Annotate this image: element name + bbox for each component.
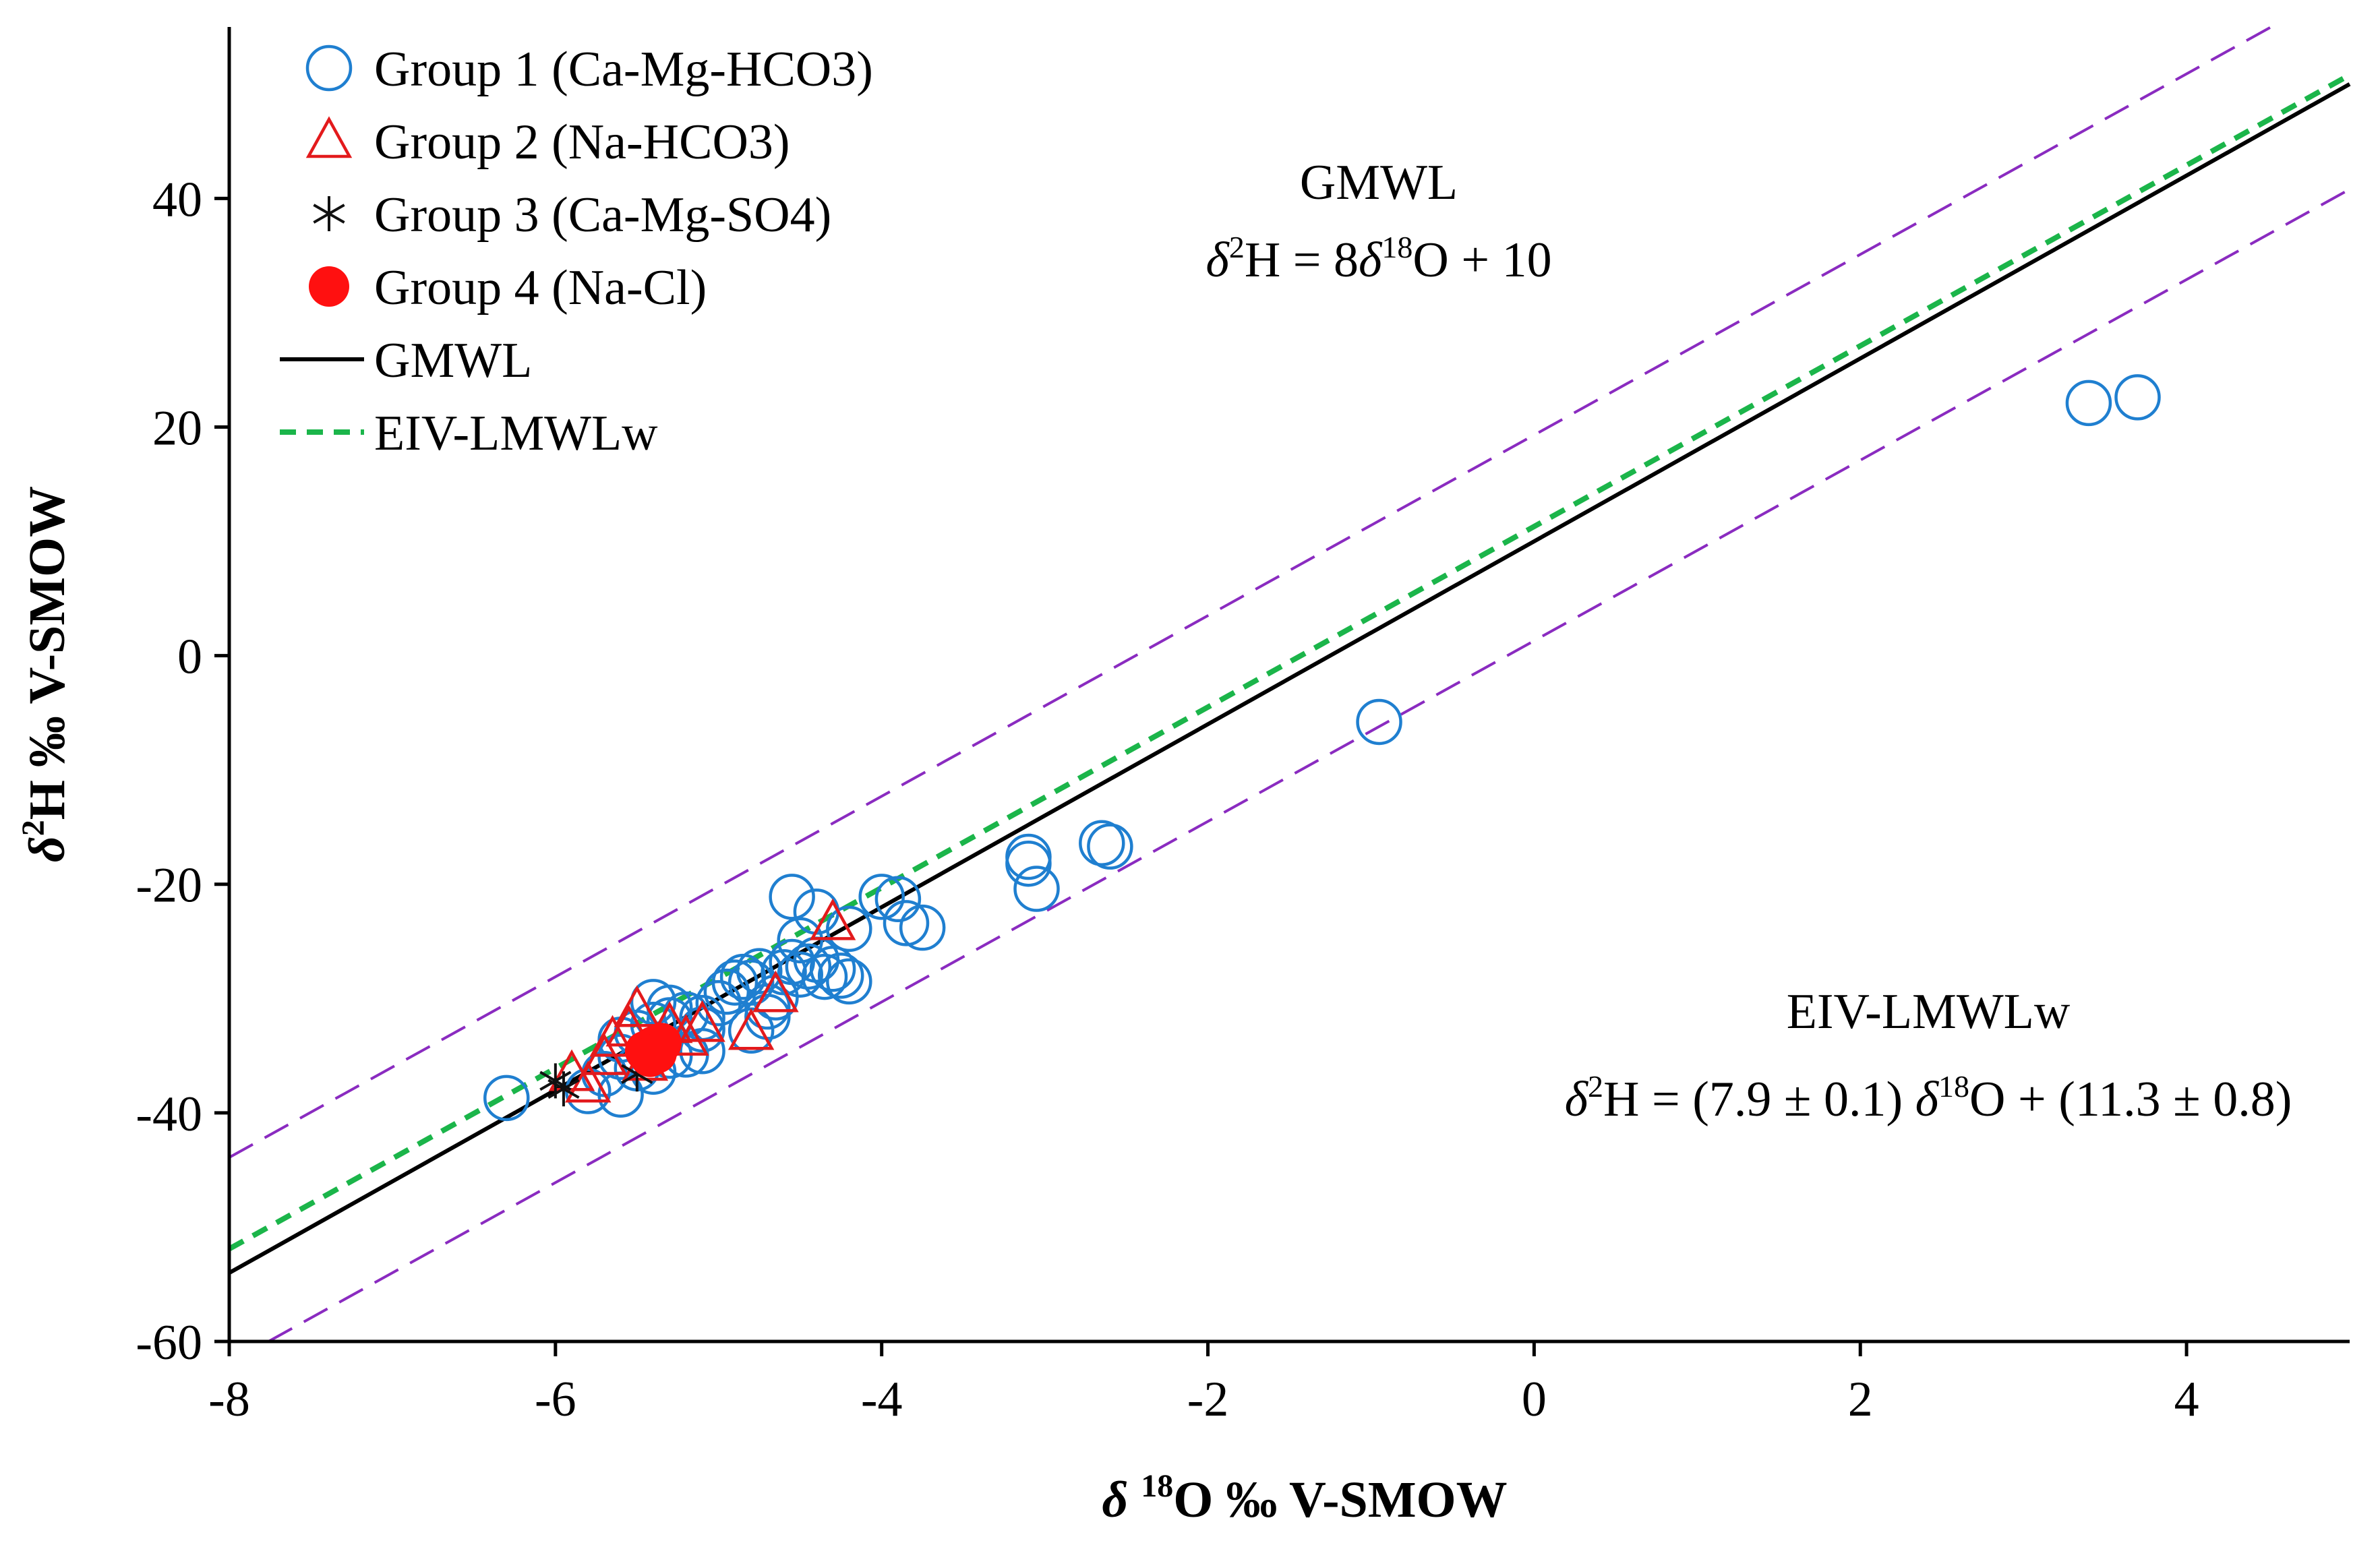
x-axis-title-sup: 18 [1141, 1468, 1173, 1504]
point-group-4-4 [636, 1033, 677, 1074]
bound-line-upper-bound [229, 26, 2272, 1159]
y-tick-label: -20 [136, 858, 202, 913]
point-group-1-47 [1005, 840, 1052, 887]
x-axis-title: δ 18O ‰ V-SMOW [1102, 1468, 1507, 1528]
y-tick-label: 20 [152, 400, 202, 456]
legend: Group 1 (Ca-Mg-HCO3) Group 2 (Na-HCO3) Gro… [280, 42, 873, 461]
y-axis-title-sup: 2 [16, 820, 51, 836]
point-group-2-9 [679, 1000, 725, 1042]
point-group-2-10 [727, 1008, 775, 1050]
legend-item-gmwl: GMWL [280, 333, 532, 388]
lmwl-eq-end: O + (11.3 ± 0.8) [1969, 1072, 2292, 1127]
point-group-1-53 [2114, 374, 2161, 421]
legend-label: Group 2 (Na-HCO3) [374, 115, 790, 170]
point-group-1-44 [883, 900, 930, 946]
point-group-1-21 [711, 959, 758, 1006]
y-tick-label: -40 [136, 1087, 202, 1142]
point-group-1-29 [761, 949, 807, 996]
x-tick-label: 4 [2174, 1372, 2199, 1427]
legend-marker [305, 44, 353, 92]
point-group-1-50 [1087, 823, 1133, 870]
point-group-2-5 [614, 985, 661, 1027]
legend-label: EIV-LMWLw [374, 406, 658, 461]
legend-marker [309, 266, 349, 307]
legend-item-eiv-lmwlw: EIV-LMWLw [280, 406, 658, 461]
point-group-2-1 [565, 1060, 612, 1103]
x-axis-title-rest: O ‰ V-SMOW [1173, 1472, 1507, 1528]
gmwl-eq-mid: H = 8 [1245, 233, 1359, 288]
lmwl-eq-mid: H = (7.9 ± 0.1) [1603, 1072, 1915, 1127]
legend-marker [313, 196, 345, 231]
point-group-1-42 [858, 874, 905, 920]
x-tick-label: -6 [535, 1372, 576, 1427]
x-axis-title-delta: δ [1102, 1472, 1141, 1528]
point-group-1-36 [817, 953, 864, 999]
lmwl-eq-sup2: 18 [1938, 1069, 1969, 1104]
point-group-1-39 [777, 917, 823, 964]
point-group-3-1 [547, 1071, 580, 1107]
point-group-1-24 [736, 948, 783, 994]
legend-label: Group 1 (Ca-Mg-HCO3) [374, 42, 873, 97]
point-group-1-45 [899, 904, 946, 951]
legend-item-group-4: Group 4 (Na-Cl) [309, 260, 707, 315]
legend-label: GMWL [374, 333, 532, 388]
point-group-1-51 [1356, 698, 1402, 746]
point-group-1-41 [826, 905, 872, 953]
gmwl-eq-delta2: δ [1359, 233, 1383, 288]
point-group-1-32 [785, 943, 832, 990]
x-tick-label: -2 [1187, 1372, 1229, 1427]
x-tick-label: 2 [1848, 1372, 1873, 1427]
point-group-2-0 [548, 1049, 595, 1091]
confidence-bound-lines [229, 26, 2350, 1343]
point-group-1-20 [703, 968, 750, 1015]
point-group-1-37 [826, 958, 872, 1005]
y-axis-title-delta: δ [19, 836, 76, 862]
legend-label: Group 3 (Ca-Mg-SO4) [374, 187, 831, 243]
lmwl-eq-sup1: 2 [1588, 1069, 1603, 1104]
point-group-1-48 [1013, 866, 1060, 912]
lmwl-eq-delta2: δ [1915, 1072, 1940, 1127]
gmwl-eq-delta1: δ [1206, 233, 1230, 288]
gmwl-annotation-equation: δ2H = 8δ18O + 10 [1206, 230, 1551, 288]
point-group-1-49 [1079, 820, 1125, 866]
axes [214, 27, 2350, 1356]
y-tick-label: 40 [152, 172, 202, 227]
bound-line-lower-bound [268, 188, 2350, 1343]
legend-label: Group 4 (Na-Cl) [374, 260, 707, 315]
point-group-1-0 [483, 1075, 530, 1122]
gmwl-eq-sup1: 2 [1229, 230, 1245, 264]
point-group-1-43 [874, 876, 922, 923]
legend-item-group-2: Group 2 (Na-HCO3) [305, 115, 790, 170]
lmwl-annotation-equation: δ2H = (7.9 ± 0.1) δ18O + (11.3 ± 0.8) [1565, 1069, 2292, 1127]
point-group-1-40 [769, 874, 815, 920]
x-tick-label: -8 [208, 1372, 250, 1427]
point-group-2-12 [809, 898, 856, 940]
y-tick-label: 0 [177, 630, 202, 685]
legend-item-group-3: Group 3 (Ca-Mg-SO4) [313, 187, 831, 243]
point-group-1-35 [809, 945, 856, 992]
legend-item-group-1: Group 1 (Ca-Mg-HCO3) [305, 42, 873, 97]
y-tick-label: -60 [136, 1315, 202, 1370]
gmwl-annotation-title: GMWL [1300, 155, 1458, 210]
data-points [483, 374, 2161, 1122]
point-group-1-34 [801, 953, 848, 1000]
point-group-2-3 [589, 1015, 636, 1057]
y-axis-title-rest: H ‰ V-SMOW [19, 486, 76, 820]
x-tick-label: 0 [1522, 1372, 1547, 1427]
point-group-1-52 [2065, 380, 2112, 427]
lmwl-eq-delta1: δ [1565, 1072, 1589, 1127]
lmwl-annotation-title: EIV-LMWLw [1787, 984, 2071, 1039]
gmwl-eq-end: O + 10 [1412, 233, 1551, 288]
point-group-1-31 [777, 951, 823, 998]
gmwl-eq-sup2: 18 [1381, 230, 1412, 264]
legend-marker [305, 116, 353, 158]
point-group-2-11 [752, 970, 799, 1013]
x-tick-label: -4 [861, 1372, 903, 1427]
y-axis-title: δ2H ‰ V-SMOW [16, 486, 76, 862]
